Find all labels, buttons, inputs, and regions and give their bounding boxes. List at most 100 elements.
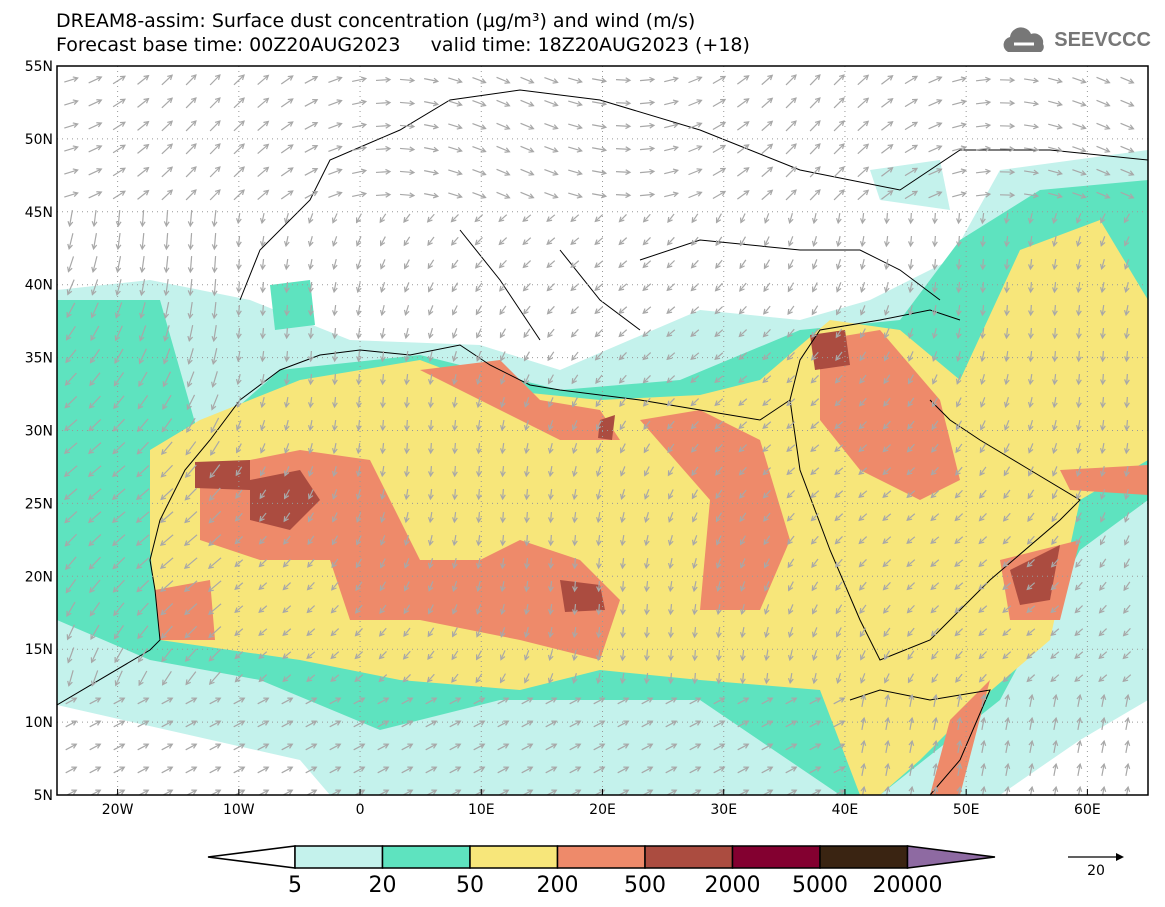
wind-arrow bbox=[1027, 235, 1034, 248]
wind-arrow bbox=[952, 168, 967, 175]
wind-arrow bbox=[1076, 716, 1083, 731]
wind-arrow bbox=[715, 259, 723, 269]
wind-arrow bbox=[135, 534, 150, 546]
colorbar-label: 20 bbox=[369, 873, 397, 898]
wind-arrow bbox=[375, 145, 392, 152]
wind-arrow bbox=[857, 74, 870, 86]
wind-arrow bbox=[1075, 489, 1082, 500]
wind-arrow bbox=[379, 442, 386, 455]
wind-arrow bbox=[615, 123, 632, 130]
wind-arrow bbox=[1023, 146, 1040, 153]
wind-arrow bbox=[474, 259, 483, 269]
wind-arrow bbox=[377, 743, 390, 751]
wind-arrow bbox=[955, 420, 963, 431]
wind-arrow bbox=[666, 352, 676, 361]
wind-arrow bbox=[258, 628, 268, 637]
wind-arrow bbox=[785, 97, 797, 109]
wind-arrow bbox=[667, 466, 675, 477]
wind-arrow bbox=[1002, 559, 1012, 568]
wind-arrow bbox=[787, 305, 795, 316]
wind-arrow bbox=[739, 535, 746, 546]
wind-arrow bbox=[91, 209, 98, 228]
wind-arrow bbox=[1123, 604, 1131, 614]
wind-arrow bbox=[881, 144, 894, 154]
wind-arrow bbox=[235, 466, 243, 477]
wind-arrow bbox=[979, 374, 986, 386]
wind-arrow bbox=[644, 603, 650, 616]
wind-arrow bbox=[403, 627, 411, 638]
wind-arrow bbox=[641, 720, 654, 728]
wind-arrow bbox=[883, 673, 890, 684]
wind-arrow bbox=[859, 351, 867, 362]
wind-arrow bbox=[427, 604, 434, 615]
wind-arrow bbox=[64, 76, 79, 83]
wind-arrow bbox=[1026, 628, 1036, 637]
wind-arrow bbox=[762, 467, 772, 476]
wind-arrow bbox=[666, 283, 676, 292]
wind-arrow bbox=[379, 259, 386, 270]
wind-arrow bbox=[353, 766, 366, 774]
wind-arrow bbox=[209, 189, 221, 201]
wind-arrow bbox=[499, 328, 507, 339]
wind-arrow bbox=[63, 465, 78, 477]
wind-arrow bbox=[520, 145, 535, 153]
wind-arrow bbox=[1027, 466, 1034, 477]
wind-arrow bbox=[476, 442, 482, 455]
wind-arrow bbox=[1048, 123, 1063, 130]
wind-arrow bbox=[643, 443, 651, 454]
wind-arrow bbox=[235, 350, 242, 363]
wind-arrow bbox=[1076, 739, 1083, 754]
wind-arrow bbox=[738, 352, 748, 361]
wind-arrow bbox=[596, 603, 602, 616]
wind-arrow bbox=[952, 145, 967, 152]
wind-arrow bbox=[1027, 373, 1034, 386]
wind-arrow bbox=[763, 627, 770, 639]
wind-arrow bbox=[882, 581, 891, 591]
wind-arrow bbox=[259, 396, 266, 409]
wind-arrow bbox=[259, 235, 266, 248]
wind-arrow bbox=[786, 375, 796, 384]
wind-arrow bbox=[1123, 581, 1131, 592]
wind-arrow bbox=[1023, 100, 1040, 107]
wind-arrow bbox=[810, 351, 819, 361]
wind-arrow bbox=[330, 628, 340, 637]
wind-arrow bbox=[331, 442, 338, 455]
wind-arrow bbox=[379, 213, 387, 224]
lon-label: 20W bbox=[102, 802, 134, 818]
wind-arrow bbox=[691, 466, 699, 477]
wind-arrow bbox=[1123, 282, 1130, 294]
wind-arrow bbox=[403, 535, 410, 546]
wind-arrow bbox=[332, 396, 338, 409]
wind-arrow bbox=[907, 650, 915, 661]
wind-arrow bbox=[884, 351, 890, 362]
wind-arrow bbox=[496, 122, 511, 130]
wind-arrow bbox=[1100, 716, 1107, 731]
wind-arrow bbox=[1003, 350, 1010, 363]
wind-arrow bbox=[282, 582, 292, 591]
wind-arrow bbox=[642, 352, 652, 361]
wind-arrow bbox=[304, 122, 319, 130]
wind-arrow bbox=[379, 512, 386, 524]
wind-arrow bbox=[882, 604, 891, 614]
wind-arrow bbox=[737, 190, 750, 200]
wind-arrow bbox=[355, 304, 362, 317]
wind-arrow bbox=[571, 488, 578, 501]
wind-arrow bbox=[908, 693, 915, 708]
wind-arrow bbox=[1099, 419, 1106, 432]
wind-arrow bbox=[499, 419, 506, 432]
wind-arrow bbox=[138, 371, 148, 387]
wind-arrow bbox=[210, 394, 219, 411]
wind-arrow bbox=[1124, 716, 1131, 731]
wind-arrow bbox=[257, 97, 270, 108]
wind-arrow bbox=[1075, 258, 1082, 271]
wind-arrow bbox=[714, 306, 724, 315]
wind-arrow bbox=[424, 146, 440, 153]
wind-arrow bbox=[931, 351, 938, 362]
wind-arrow bbox=[738, 421, 748, 430]
wind-arrow bbox=[570, 283, 580, 292]
wind-arrow bbox=[114, 302, 123, 319]
wind-arrow bbox=[208, 510, 222, 524]
wind-arrow bbox=[715, 466, 723, 476]
wind-arrow bbox=[737, 743, 750, 751]
wind-arrow bbox=[857, 120, 870, 132]
